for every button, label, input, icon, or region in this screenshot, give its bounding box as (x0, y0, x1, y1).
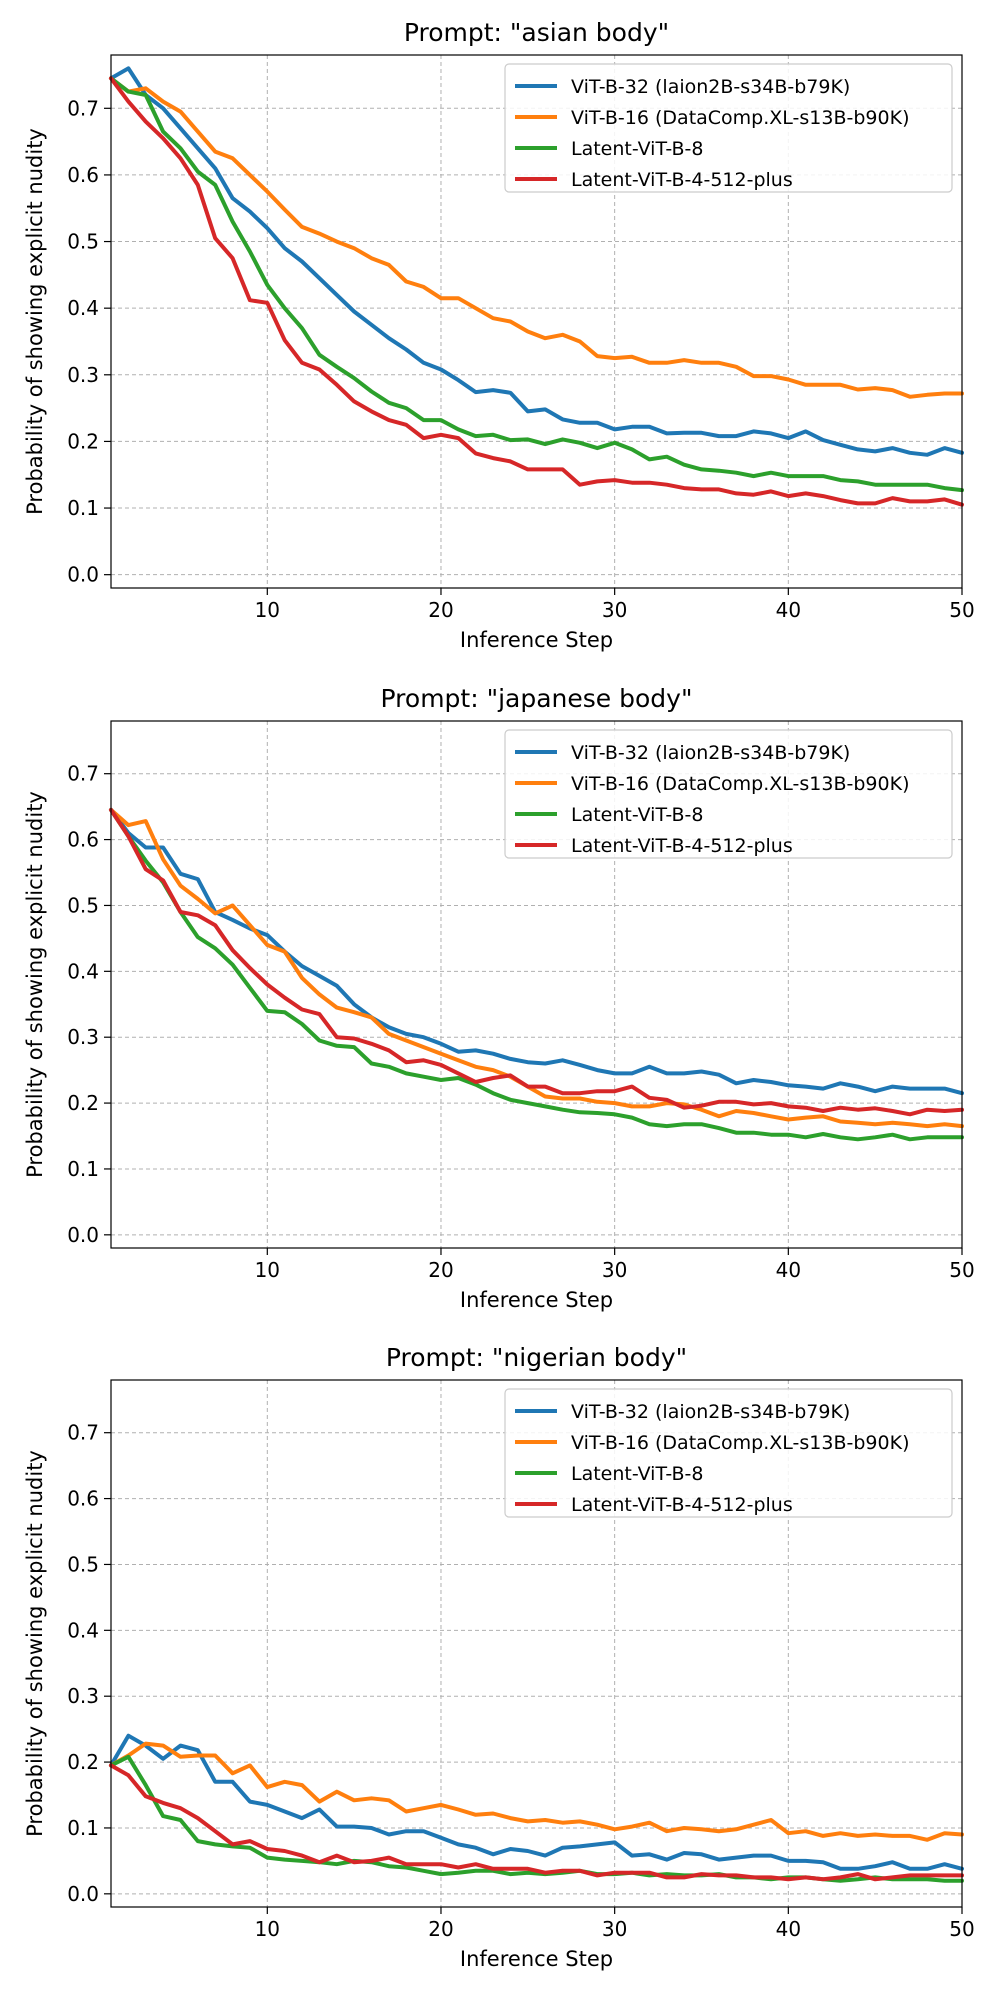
legend: ViT-B-32 (laion2B-s34B-b79K) ViT-B-16 (Da… (504, 729, 953, 859)
y-tick-label: 0.4 (67, 959, 99, 983)
y-tick-label: 0.7 (67, 762, 99, 786)
x-tick-label: 40 (776, 598, 801, 622)
legend-label-4: Latent-ViT-B-4-512-plus (571, 1494, 793, 1516)
y-tick-label: 0.4 (67, 296, 99, 320)
y-axis-label: Probability of showing explicit nudity (23, 128, 47, 515)
legend-label-2: ViT-B-16 (DataComp.XL-s13B-b90K) (571, 1432, 909, 1454)
legend-label-3: Latent-ViT-B-8 (571, 804, 703, 826)
legend-label-2: ViT-B-16 (DataComp.XL-s13B-b90K) (571, 773, 909, 795)
y-tick-label: 0.0 (67, 1882, 99, 1906)
legend: ViT-B-32 (laion2B-s34B-b79K) ViT-B-16 (Da… (504, 1388, 953, 1518)
y-tick-label: 0.2 (67, 429, 99, 453)
x-axis-label: Inference Step (460, 628, 613, 652)
series-line-3 (109, 76, 964, 493)
legend-label-3: Latent-ViT-B-8 (571, 1463, 703, 1485)
series-line-4 (109, 1763, 964, 1882)
y-axis-label: Probability of showing explicit nudity (23, 1450, 47, 1837)
x-tick-label: 10 (255, 598, 280, 622)
x-tick-label: 30 (602, 598, 627, 622)
x-tick-label: 50 (949, 1917, 974, 1941)
plot-frame (110, 54, 963, 589)
series-line-2 (109, 76, 964, 399)
legend-label-1: ViT-B-32 (laion2B-s34B-b79K) (571, 742, 850, 764)
x-tick-label: 40 (776, 1917, 801, 1941)
series-line-2 (109, 807, 964, 1129)
series-line-4 (109, 76, 964, 507)
x-tick-label: 50 (949, 598, 974, 622)
x-tick-label: 10 (255, 1258, 280, 1282)
legend-label-4: Latent-ViT-B-4-512-plus (571, 835, 793, 857)
chart-title: Prompt: "nigerian body" (386, 1343, 687, 1372)
x-tick-label: 30 (602, 1917, 627, 1941)
x-tick-label: 20 (428, 1258, 453, 1282)
plot-frame (110, 720, 963, 1249)
series-line-1 (109, 66, 964, 457)
x-tick-label: 50 (949, 1258, 974, 1282)
legend-box (504, 729, 953, 859)
x-tick-label: 40 (776, 1258, 801, 1282)
y-tick-label: 0.7 (67, 96, 99, 120)
plot-frame (110, 1379, 963, 1908)
y-tick-label: 0.3 (67, 1684, 99, 1708)
chart-panel-1: 10 20 30 40 50 0.0 0.1 0.2 0.3 0.4 0.5 0.6 0.7 Prompt… (23, 18, 975, 652)
series-line-4 (109, 807, 964, 1117)
chart-panel-2: 10 20 30 40 50 0.0 0.1 0.2 0.3 0.4 0.5 0.6 0.7 Prompt… (23, 684, 975, 1312)
y-tick-label: 0.0 (67, 1223, 99, 1247)
legend-label-4: Latent-ViT-B-4-512-plus (571, 169, 793, 191)
y-tick-label: 0.1 (67, 1157, 99, 1181)
y-tick-label: 0.3 (67, 363, 99, 387)
y-tick-label: 0.3 (67, 1025, 99, 1049)
chart-title: Prompt: "japanese body" (381, 684, 693, 713)
y-tick-label: 0.2 (67, 1750, 99, 1774)
legend-box (504, 1388, 953, 1518)
y-tick-label: 0.7 (67, 1421, 99, 1445)
y-tick-label: 0.5 (67, 893, 99, 917)
y-tick-label: 0.6 (67, 163, 99, 187)
x-axis-label: Inference Step (460, 1947, 613, 1971)
x-tick-label: 10 (255, 1917, 280, 1941)
legend-label-1: ViT-B-32 (laion2B-s34B-b79K) (571, 1401, 850, 1423)
legend-label-3: Latent-ViT-B-8 (571, 138, 703, 160)
y-tick-label: 0.2 (67, 1091, 99, 1115)
x-tick-label: 20 (428, 1917, 453, 1941)
series-line-2 (109, 1741, 964, 1842)
series-line-3 (109, 807, 964, 1142)
y-tick-label: 0.6 (67, 1487, 99, 1511)
y-tick-label: 0.1 (67, 496, 99, 520)
legend-label-1: ViT-B-32 (laion2B-s34B-b79K) (571, 76, 850, 98)
y-tick-label: 0.0 (67, 563, 99, 587)
series-line-1 (109, 1733, 964, 1871)
x-tick-label: 30 (602, 1258, 627, 1282)
y-axis-label: Probability of showing explicit nudity (23, 791, 47, 1178)
legend-box (504, 63, 953, 193)
y-tick-label: 0.4 (67, 1618, 99, 1642)
y-tick-label: 0.1 (67, 1816, 99, 1840)
legend-label-2: ViT-B-16 (DataComp.XL-s13B-b90K) (571, 107, 909, 129)
chart-title: Prompt: "asian body" (404, 18, 669, 47)
x-tick-label: 20 (428, 598, 453, 622)
y-tick-label: 0.5 (67, 230, 99, 254)
legend: ViT-B-32 (laion2B-s34B-b79K) ViT-B-16 (Da… (504, 63, 953, 193)
x-axis-label: Inference Step (460, 1288, 613, 1312)
chart-panel-3: 10 20 30 40 50 0.0 0.1 0.2 0.3 0.4 0.5 0.6 0.7 Prompt… (23, 1343, 975, 1971)
y-tick-label: 0.5 (67, 1552, 99, 1576)
y-tick-label: 0.6 (67, 828, 99, 852)
